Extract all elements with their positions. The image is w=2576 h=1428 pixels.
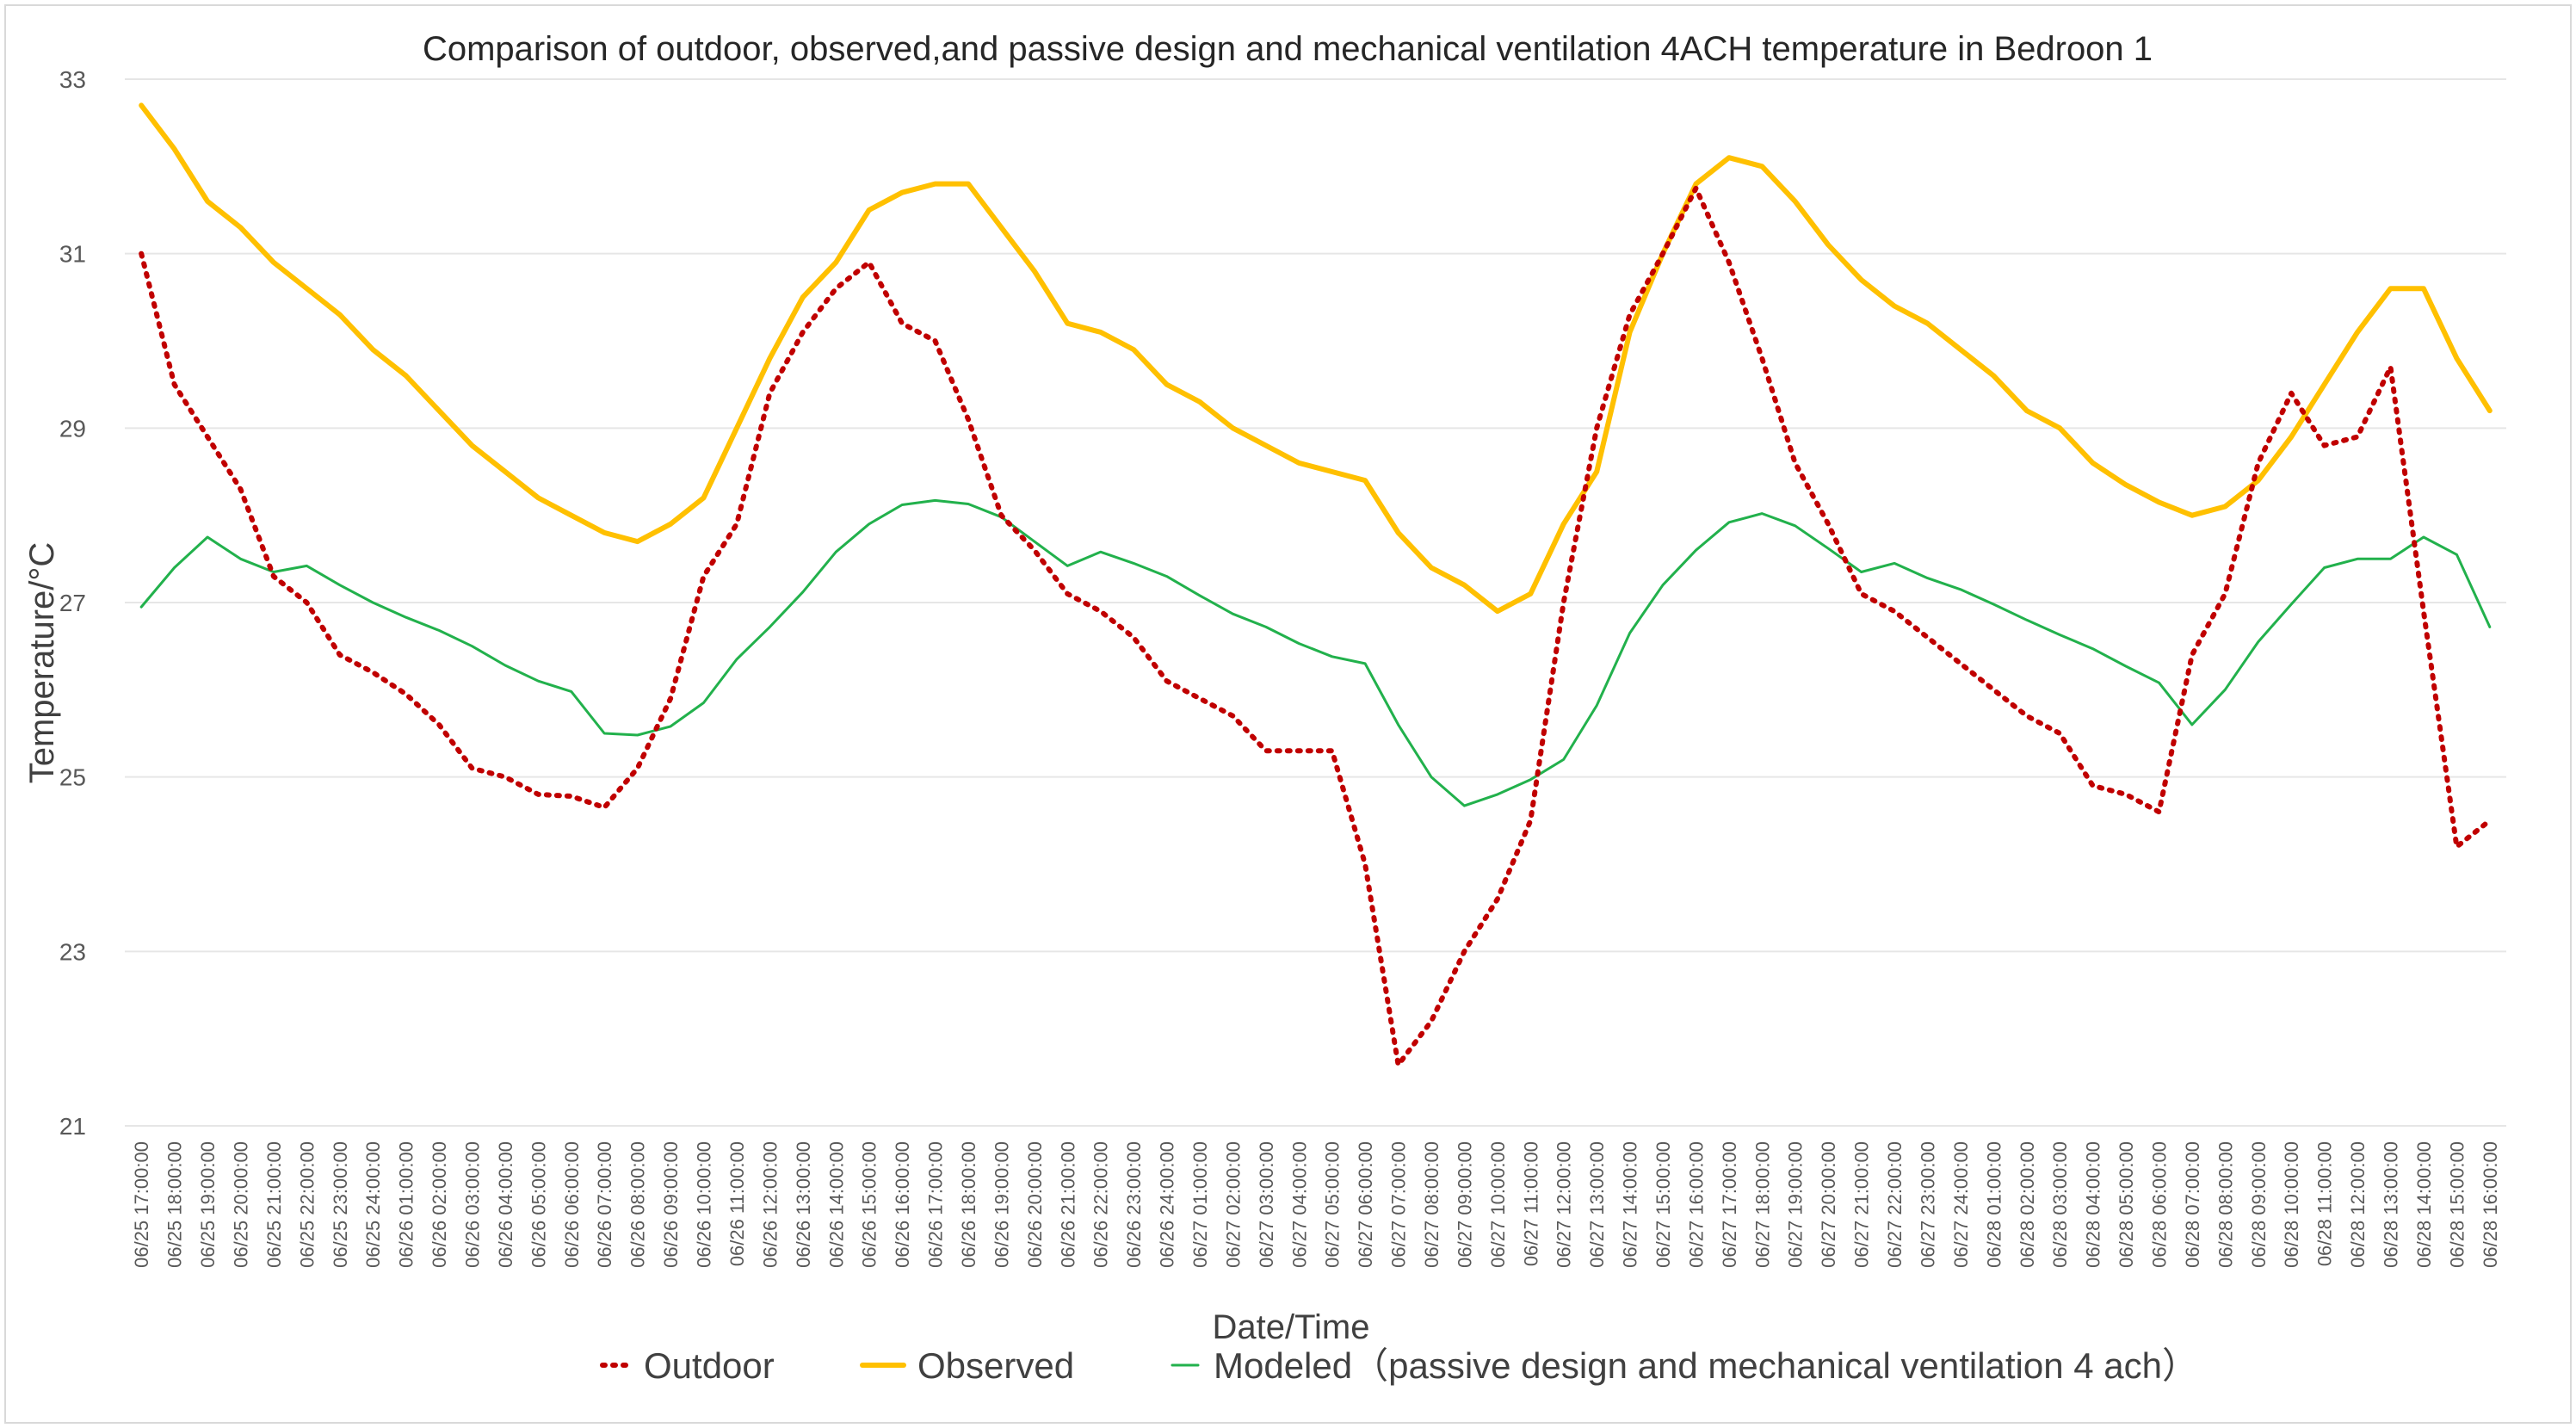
x-tick-label: 06/27 23:00:00: [1917, 1141, 1938, 1268]
x-tick-label: 06/26 12:00:00: [759, 1141, 781, 1268]
y-tick-label: 29: [59, 415, 86, 442]
x-tick-label: 06/28 08:00:00: [2215, 1141, 2236, 1268]
x-tick-label: 06/26 21:00:00: [1057, 1141, 1078, 1268]
x-tick-label: 06/28 07:00:00: [2182, 1141, 2203, 1268]
x-tick-label: 06/27 24:00:00: [1950, 1141, 1972, 1268]
x-tick-label: 06/27 01:00:00: [1189, 1141, 1211, 1268]
y-axis-tick-labels: 21 23 25 27 29 31 33: [59, 66, 86, 1140]
x-tick-label: 06/28 13:00:00: [2380, 1141, 2401, 1268]
y-tick-label: 27: [59, 590, 86, 616]
x-tick-label: 06/26 08:00:00: [627, 1141, 649, 1268]
x-tick-label: 06/26 23:00:00: [1123, 1141, 1145, 1268]
x-tick-label: 06/26 01:00:00: [396, 1141, 417, 1268]
x-tick-label: 06/27 17:00:00: [1719, 1141, 1740, 1268]
x-tick-label: 06/28 14:00:00: [2413, 1141, 2435, 1268]
x-tick-label: 06/26 10:00:00: [694, 1141, 715, 1268]
x-tick-label: 06/28 12:00:00: [2347, 1141, 2369, 1268]
x-tick-label: 06/28 16:00:00: [2480, 1141, 2501, 1268]
x-tick-label: 06/26 17:00:00: [925, 1141, 947, 1268]
x-tick-label: 06/26 07:00:00: [594, 1141, 615, 1268]
x-tick-label: 06/27 02:00:00: [1222, 1141, 1244, 1268]
x-tick-label: 06/28 01:00:00: [1983, 1141, 2005, 1268]
x-tick-label: 06/26 16:00:00: [892, 1141, 913, 1268]
x-tick-label: 06/28 04:00:00: [2083, 1141, 2104, 1268]
x-tick-label: 06/26 22:00:00: [1090, 1141, 1112, 1268]
x-tick-label: 06/28 06:00:00: [2148, 1141, 2170, 1268]
x-tick-label: 06/27 15:00:00: [1652, 1141, 1674, 1268]
x-tick-label: 06/25 21:00:00: [263, 1141, 285, 1268]
series-line-outdoor: [139, 185, 2493, 1068]
x-tick-label: 06/27 10:00:00: [1487, 1141, 1509, 1268]
x-tick-label: 06/28 03:00:00: [2049, 1141, 2071, 1268]
x-tick-label: 06/26 09:00:00: [660, 1141, 682, 1268]
y-tick-label: 23: [59, 938, 86, 965]
x-tick-label: 06/26 20:00:00: [1024, 1141, 1046, 1268]
x-tick-label: 06/27 07:00:00: [1388, 1141, 1410, 1268]
series-line-modeled: [139, 498, 2492, 807]
x-tick-label: 06/26 04:00:00: [495, 1141, 516, 1268]
y-tick-label: 31: [59, 241, 86, 268]
x-axis-title: Date/Time: [1212, 1308, 1369, 1346]
x-tick-label: 06/27 03:00:00: [1256, 1141, 1277, 1268]
x-tick-label: 06/26 03:00:00: [462, 1141, 484, 1268]
x-tick-label: 06/26 11:00:00: [726, 1141, 748, 1266]
x-tick-label: 06/26 15:00:00: [859, 1141, 880, 1268]
series-line-observed: [139, 102, 2493, 615]
x-tick-label: 06/27 09:00:00: [1454, 1141, 1475, 1268]
x-tick-label: 06/25 22:00:00: [296, 1141, 318, 1268]
x-axis-tick-labels: 06/25 17:00:00 06/25 18:00:00 06/25 19:00:…: [131, 1141, 2501, 1268]
x-tick-label: 06/28 10:00:00: [2281, 1141, 2302, 1268]
legend-label-observed: Observed: [917, 1345, 1074, 1386]
legend-label-outdoor: Outdoor: [644, 1345, 775, 1386]
x-tick-label: 06/27 05:00:00: [1322, 1141, 1344, 1268]
x-tick-label: 06/27 16:00:00: [1685, 1141, 1707, 1268]
series-lines: [139, 102, 2493, 1068]
x-tick-label: 06/28 02:00:00: [2017, 1141, 2038, 1268]
x-tick-label: 06/26 24:00:00: [1157, 1141, 1178, 1268]
x-tick-label: 06/25 24:00:00: [362, 1141, 384, 1268]
gridlines: [125, 78, 2506, 1127]
legend-label-modeled: Modeled（passive design and mechanical ve…: [1214, 1345, 2198, 1386]
legend: Outdoor Observed Modeled（passive design …: [600, 1345, 2198, 1386]
x-tick-label: 06/27 22:00:00: [1884, 1141, 1906, 1268]
x-tick-label: 06/27 11:00:00: [1520, 1141, 1541, 1266]
x-tick-label: 06/27 13:00:00: [1586, 1141, 1608, 1268]
x-tick-label: 06/25 19:00:00: [197, 1141, 219, 1268]
x-tick-label: 06/25 23:00:00: [330, 1141, 351, 1268]
x-tick-label: 06/28 09:00:00: [2248, 1141, 2270, 1268]
x-tick-label: 06/27 19:00:00: [1785, 1141, 1807, 1268]
x-tick-label: 06/27 20:00:00: [1818, 1141, 1839, 1268]
x-tick-label: 06/26 05:00:00: [528, 1141, 549, 1268]
x-tick-label: 06/25 17:00:00: [131, 1141, 152, 1268]
x-tick-label: 06/28 05:00:00: [2116, 1141, 2137, 1268]
x-tick-label: 06/27 12:00:00: [1554, 1141, 1575, 1268]
x-tick-label: 06/26 02:00:00: [429, 1141, 450, 1268]
y-tick-label: 25: [59, 764, 86, 791]
x-tick-label: 06/26 19:00:00: [991, 1141, 1012, 1268]
y-tick-label: 33: [59, 66, 86, 93]
x-tick-label: 06/27 04:00:00: [1288, 1141, 1310, 1268]
x-tick-label: 06/26 13:00:00: [793, 1141, 814, 1268]
x-tick-label: 06/28 15:00:00: [2446, 1141, 2468, 1268]
x-tick-label: 06/27 06:00:00: [1355, 1141, 1376, 1268]
x-tick-label: 06/25 20:00:00: [231, 1141, 252, 1268]
x-tick-label: 06/26 06:00:00: [561, 1141, 583, 1268]
x-tick-label: 06/27 21:00:00: [1851, 1141, 1873, 1268]
chart-title: Comparison of outdoor, observed,and pass…: [423, 30, 2153, 68]
x-tick-label: 06/25 18:00:00: [164, 1141, 186, 1268]
x-tick-label: 06/27 14:00:00: [1620, 1141, 1641, 1268]
x-tick-label: 06/26 18:00:00: [958, 1141, 979, 1268]
y-axis-title: Temperature/°C: [23, 542, 61, 784]
x-tick-label: 06/27 08:00:00: [1421, 1141, 1442, 1268]
x-tick-label: 06/27 18:00:00: [1751, 1141, 1773, 1268]
x-tick-label: 06/28 11:00:00: [2314, 1141, 2336, 1266]
chart-frame: [4, 4, 2572, 1424]
x-tick-label: 06/26 14:00:00: [825, 1141, 847, 1268]
y-tick-label: 21: [59, 1113, 86, 1140]
